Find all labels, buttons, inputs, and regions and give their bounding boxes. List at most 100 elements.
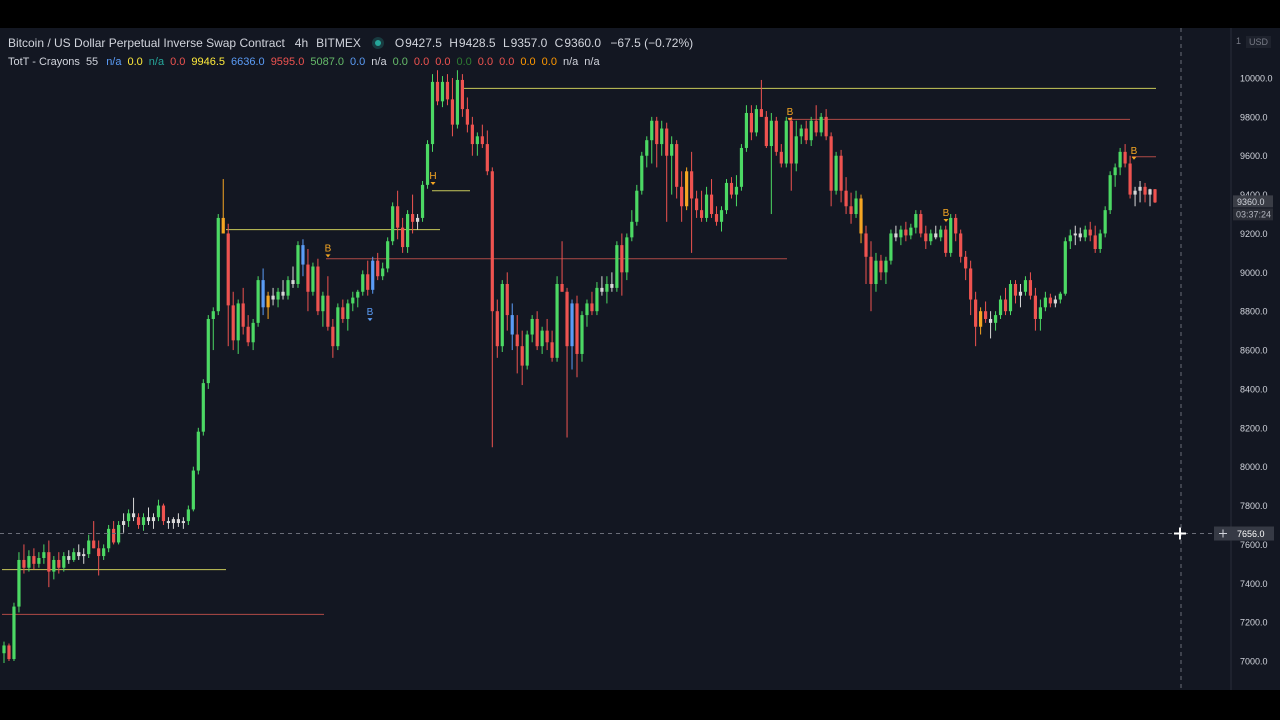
price-tick-label: 7600.0 xyxy=(1240,540,1268,550)
close-label: C xyxy=(554,36,564,50)
candle-body xyxy=(555,283,559,358)
candle-body xyxy=(420,184,425,218)
interval-label[interactable]: 4h xyxy=(294,36,309,50)
candle-body xyxy=(435,81,440,102)
candle-body xyxy=(993,315,998,323)
indicator-value: 0.0 xyxy=(435,55,451,68)
candle-body xyxy=(505,283,509,316)
candle-body xyxy=(77,552,81,557)
plus-icon[interactable] xyxy=(1219,529,1227,538)
candle-body xyxy=(62,556,66,568)
candle-body xyxy=(1028,280,1033,296)
candle-body xyxy=(635,190,639,222)
candle-body xyxy=(495,311,499,347)
candle-body xyxy=(1008,283,1013,312)
candle-body xyxy=(605,283,609,292)
candle-body xyxy=(226,233,230,306)
candle-body xyxy=(1133,190,1137,195)
candle-body xyxy=(311,266,315,292)
candle-body xyxy=(191,470,195,510)
indicator-value: 0.0 xyxy=(477,55,494,68)
candle-body xyxy=(271,295,275,300)
candle-body xyxy=(884,260,888,273)
chart-background xyxy=(0,28,1280,690)
candle-body xyxy=(465,109,469,125)
signal-marker xyxy=(943,218,949,222)
price-tick-label: 7200.0 xyxy=(1240,618,1268,628)
signal-label: B xyxy=(787,107,794,118)
candle-body xyxy=(974,299,978,327)
candle-body xyxy=(719,210,724,222)
candle-body xyxy=(1078,233,1082,238)
signal-marker xyxy=(787,117,793,121)
candle-body xyxy=(251,322,255,343)
level-lines xyxy=(2,87,1156,615)
candle-body xyxy=(460,79,465,110)
currency-label[interactable]: USD xyxy=(1246,36,1272,48)
indicator-value: 5087.0 xyxy=(310,55,344,68)
candle-body xyxy=(829,136,833,191)
candle-body xyxy=(704,194,709,218)
candle-body xyxy=(32,556,36,564)
candle-body xyxy=(929,233,933,242)
countdown-badge xyxy=(1233,208,1273,221)
signal-label: B xyxy=(325,243,332,254)
candle-body xyxy=(1103,210,1107,234)
candle-body xyxy=(804,128,808,141)
candle-body xyxy=(660,128,664,145)
candle-body xyxy=(744,112,749,148)
change-value: −67.5 (−0.72%) xyxy=(610,36,694,50)
candle-body xyxy=(650,120,654,141)
candle-body xyxy=(834,155,838,191)
ohlc-values: O9427.5 H9428.5 L9357.0 C9360.0 −67.5 (−… xyxy=(395,36,693,50)
indicator-name[interactable]: TotT - Crayons xyxy=(8,55,80,68)
candle-body xyxy=(575,303,579,354)
close-value: 9360.0 xyxy=(564,36,602,50)
price-axis[interactable]: 10000.0 9800.0 9600.0 9400.0 9200.0 9000.0 880… xyxy=(1214,74,1274,667)
candle-body xyxy=(450,99,455,125)
candle-body xyxy=(625,237,629,273)
candle-body xyxy=(410,214,415,222)
crosshair xyxy=(0,28,1231,690)
price-tick-label: 9600.0 xyxy=(1240,151,1268,161)
indicator-value: 9595.0 xyxy=(270,55,305,68)
indicator-legend[interactable]: TotT - Crayons 55 n/a 0.0 n/a 0.0 9946.5 6636… xyxy=(8,55,600,68)
candle-body xyxy=(889,233,893,261)
candle-body xyxy=(1088,229,1092,236)
candle-body xyxy=(321,295,325,312)
candle-body xyxy=(276,291,280,300)
crosshair-cursor-icon xyxy=(1174,527,1186,540)
indicator-value: 0.0 xyxy=(499,55,515,68)
indicator-value: 0.0 xyxy=(127,55,143,68)
candle-body xyxy=(580,315,584,354)
candle-body xyxy=(520,346,524,366)
candle-body xyxy=(341,307,345,319)
symbol-title[interactable]: Bitcoin / US Dollar Perpetual Inverse Sw… xyxy=(8,36,285,50)
candle-body xyxy=(87,540,91,555)
price-tick-label: 9000.0 xyxy=(1240,268,1268,278)
candle-body xyxy=(839,155,843,191)
candle-body xyxy=(545,330,549,343)
candle-body xyxy=(869,256,873,284)
candle-body xyxy=(1063,241,1067,294)
candle-body xyxy=(819,116,823,133)
candle-body xyxy=(1018,291,1023,296)
candle-body xyxy=(2,645,6,654)
candle-body xyxy=(22,559,26,568)
candle-body xyxy=(102,548,106,557)
candle-body xyxy=(670,144,674,156)
candle-body xyxy=(859,198,863,234)
last-price-label: 9360.0 xyxy=(1237,197,1265,207)
candle-body xyxy=(535,318,539,347)
candle-body xyxy=(37,558,41,564)
candle-body xyxy=(1043,297,1047,308)
candle-body xyxy=(814,120,818,133)
candle-body xyxy=(914,214,918,228)
candle-body xyxy=(570,303,574,347)
candle-body xyxy=(176,519,180,524)
candle-body xyxy=(904,229,908,236)
candle-body xyxy=(136,517,141,525)
candle-body xyxy=(376,260,380,277)
candle-body xyxy=(455,79,460,125)
